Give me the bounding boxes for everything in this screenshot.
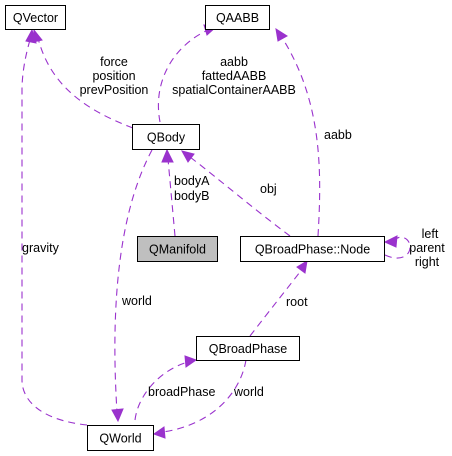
edge-label-broadphase: broadPhase	[148, 385, 215, 399]
edge-label-node-aabb: aabb	[324, 128, 352, 142]
edge-label-gravity: gravity	[22, 241, 60, 255]
edge-body-to-world: world	[111, 149, 153, 423]
edge-label-body-world: world	[121, 294, 152, 308]
node-qmanifold[interactable]: QManifold	[137, 236, 218, 262]
edge-node-to-aabb: aabb	[275, 27, 352, 237]
edge-label-bodyb: bodyB	[174, 189, 209, 203]
edge-node-to-body: obj	[181, 150, 291, 237]
node-label-qvector: QVector	[13, 11, 58, 25]
edge-label-left: left	[422, 227, 439, 241]
node-label-qaabb: QAABB	[216, 11, 259, 25]
edge-manifold-to-body: bodyA bodyB	[161, 148, 210, 237]
edge-world-to-broadphase: broadPhase	[134, 355, 215, 421]
node-label-qbody: QBody	[147, 131, 186, 145]
node-qbroadphase-node[interactable]: QBroadPhase::Node	[240, 236, 385, 262]
node-label-qbroadphase-node: QBroadPhase::Node	[255, 243, 370, 257]
node-label-qmanifold: QManifold	[149, 243, 206, 257]
edge-label-fattedaabb: fattedAABB	[202, 69, 267, 83]
edge-broadphase-to-world: world	[152, 359, 264, 439]
edge-node-self: left parent right	[383, 227, 445, 269]
edge-label-spatialcontaineraabb: spatialContainerAABB	[172, 83, 296, 97]
node-qbody[interactable]: QBody	[132, 124, 200, 150]
node-qaabb[interactable]: QAABB	[205, 5, 270, 30]
node-label-qbroadphase: QBroadPhase	[209, 342, 288, 356]
edge-label-aabb: aabb	[220, 55, 248, 69]
node-label-qworld: QWorld	[99, 432, 141, 446]
edge-label-bodya: bodyA	[174, 174, 210, 188]
edge-body-to-vector: force position prevPosition	[32, 28, 149, 129]
edge-label-force: force	[100, 55, 128, 69]
edge-body-to-aabb: aabb fattedAABB spatialContainerAABB	[158, 24, 296, 123]
node-qworld[interactable]: QWorld	[87, 425, 154, 451]
edge-label-parent: parent	[409, 241, 445, 255]
edge-label-broadphase-world: world	[233, 385, 264, 399]
edge-broadphase-to-node: root	[249, 260, 308, 337]
edge-world-to-vector: gravity	[21, 28, 88, 426]
edge-label-root: root	[286, 295, 308, 309]
node-qvector[interactable]: QVector	[5, 5, 66, 30]
node-qbroadphase[interactable]: QBroadPhase	[196, 336, 300, 361]
edge-label-obj: obj	[260, 182, 277, 196]
edge-label-position: position	[92, 69, 135, 83]
edge-label-prevposition: prevPosition	[80, 83, 149, 97]
edge-label-right: right	[415, 255, 440, 269]
